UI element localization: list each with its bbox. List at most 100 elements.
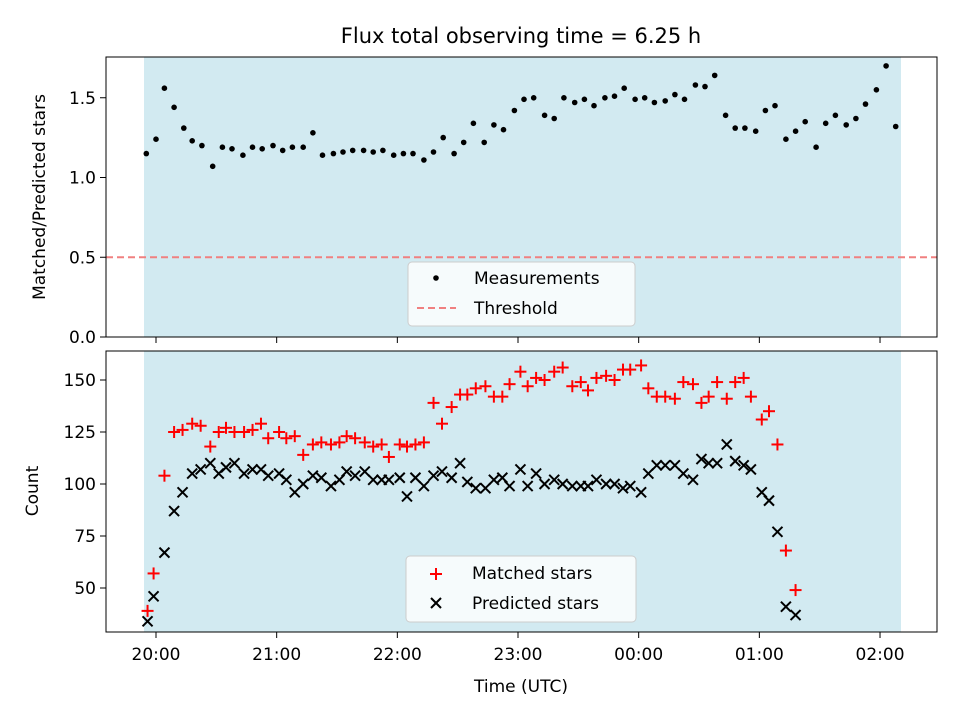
counts-xtick-label: 22:00 [373,645,422,665]
predicted-point [600,478,612,490]
matched-point [608,374,621,386]
counts-axes-frame [105,350,938,633]
predicted-point [238,467,250,480]
measurement-point [551,115,557,122]
measurement-point [681,96,688,103]
predicted-point [340,465,353,478]
predicted-point [548,474,560,486]
predicted-point [228,457,241,469]
matched-point [668,392,681,405]
matched-point [409,438,422,451]
counts-ytick-label: 50 [74,579,96,599]
measurement-point [892,123,899,130]
measurement-point [762,107,769,114]
predicted-point [590,474,603,486]
predicted-point [521,480,534,492]
predicted-point [780,601,792,613]
matched-point [789,584,802,597]
predicted-point [659,459,671,471]
predicted-point [729,455,741,467]
ratio-x-ticks [155,337,881,343]
measurement-point [181,125,187,131]
matched-point [566,380,579,393]
counts-xtick-label: 20:00 [132,645,181,665]
predicted-point [642,467,655,480]
matched-point [737,371,750,384]
matched-point [624,363,637,376]
predicted-point [158,546,171,559]
measurement-point [161,85,168,91]
measurement-point [591,102,597,109]
matched-point [393,438,406,451]
predicted-point [651,459,663,471]
matched-point [315,436,328,449]
measurement-point [430,149,437,155]
predicted-point [367,474,379,486]
predicted-point [186,467,198,480]
predicted-point [445,472,458,484]
predicted-point [141,615,154,627]
measurement-point [873,87,880,93]
matched-point [469,382,482,395]
matched-point [280,432,293,445]
counts-xtick-label: 23:00 [494,645,543,665]
matched-point [204,440,217,453]
counts-legend-box [405,555,637,623]
matched-point [445,401,458,414]
counts-marks [141,359,802,627]
matched-point [538,374,551,386]
measurement-point [249,144,256,150]
measurement-point [530,95,537,101]
matched-point [659,390,672,403]
measurement-point [843,122,849,128]
predicted-point [349,469,361,482]
counts-ytick-label: 100 [64,475,96,495]
measurement-point [611,93,618,99]
matched-point [556,361,569,374]
matched-point [711,376,724,389]
predicted-point [297,478,309,490]
measurement-point [259,146,266,152]
counts-xtick-label: 01:00 [735,645,784,665]
measurement-point [279,147,286,154]
predicted-point [695,453,708,465]
measurement-point [390,152,397,158]
measurement-point [340,149,346,155]
measurement-point [832,112,839,119]
measurement-point [752,128,759,134]
counts-y-axis: 50 75 100 125 150 [64,371,106,599]
matched-point [367,440,380,453]
matched-point [590,371,603,384]
matched-point [273,426,286,438]
measurement-point [541,112,548,119]
measurement-point [270,142,276,149]
matched-point [382,450,395,463]
measurement-point [621,85,627,91]
predicted-point [394,472,406,484]
matched-point [514,365,527,378]
counts-xtick-label: 21:00 [252,645,301,665]
matched-point [358,436,371,449]
predicted-point [763,494,775,507]
legend-measurements-label: Measurements [474,269,600,289]
measurement-point [792,128,799,134]
predicted-point [280,474,293,486]
matched-point [755,413,768,426]
matched-point [496,390,509,403]
measurement-point [602,95,608,101]
measurement-point [451,150,457,157]
measurement-point [360,147,367,154]
matched-point [219,421,232,434]
matched-point [194,419,207,432]
predicted-point [608,478,621,490]
measurement-point [561,95,567,101]
ratio-ytick-label: 1.5 [69,89,96,109]
predicted-point [745,463,757,476]
measurement-point [692,82,699,88]
measurement-point [632,96,638,103]
matched-point [158,469,171,482]
predicted-point [677,467,690,480]
legend-measurements-marker [433,275,439,281]
matched-point [574,376,587,389]
measurement-point [822,120,829,127]
